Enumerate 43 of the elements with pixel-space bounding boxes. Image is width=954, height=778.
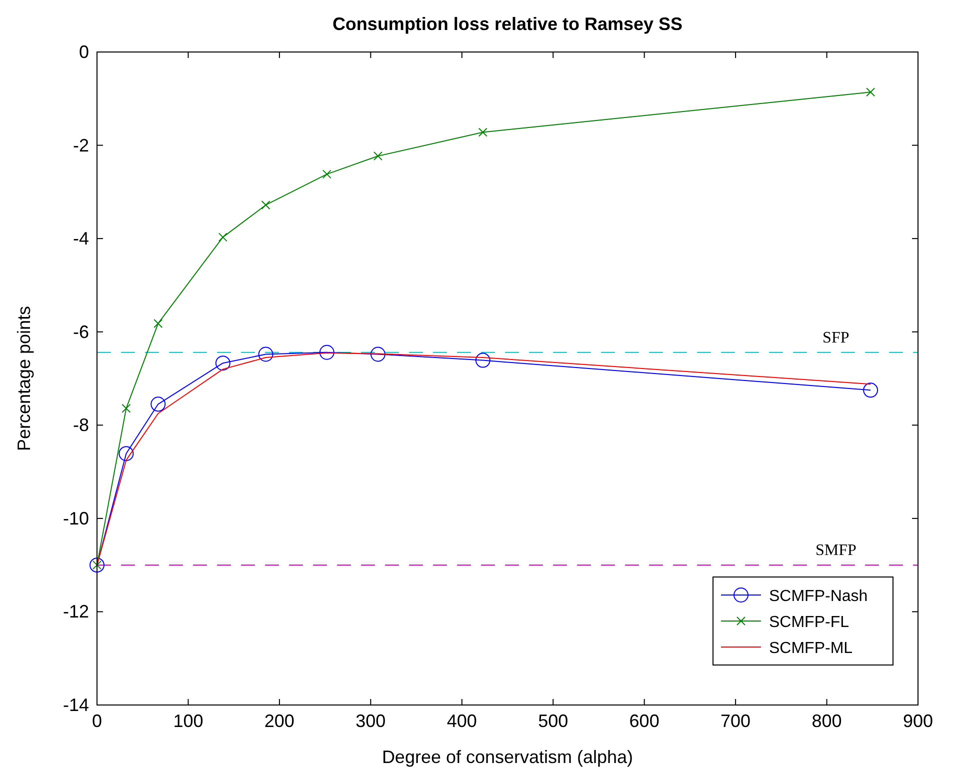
- y-tick-label: 0: [78, 42, 89, 62]
- point: [118, 446, 134, 462]
- x-tick-label: 900: [902, 711, 934, 731]
- point: [154, 318, 163, 328]
- y-tick-label: -6: [72, 322, 89, 342]
- x-tick-label: 600: [629, 711, 660, 731]
- point: [122, 404, 131, 413]
- y-tick-label: -12: [62, 602, 89, 622]
- point: [261, 200, 270, 210]
- x-tick-label: 800: [812, 711, 842, 731]
- point: [218, 232, 228, 242]
- x-tick-label: 300: [356, 711, 386, 731]
- x-tick-label: 0: [92, 711, 102, 731]
- legend-label: SCMFP-Nash: [769, 588, 868, 605]
- x-tick-label: 500: [538, 711, 568, 731]
- point: [475, 352, 490, 368]
- ref-line-label: SFP: [822, 329, 850, 346]
- point: [373, 152, 382, 161]
- point: [866, 88, 876, 97]
- y-tick-label: -10: [62, 508, 89, 528]
- x-tick-label: 400: [446, 711, 477, 731]
- legend-label: SCMFP-ML: [769, 640, 853, 657]
- ref-line-label: SMFP: [815, 542, 856, 560]
- chart-title: Consumption loss relative to Ramsey SS: [332, 14, 683, 34]
- y-tick-label: -8: [72, 415, 89, 436]
- x-tick-label: 200: [264, 711, 294, 731]
- point: [478, 128, 488, 137]
- point: [322, 170, 332, 179]
- point: [319, 344, 334, 360]
- point: [370, 346, 386, 362]
- x-tick-label: 100: [173, 711, 204, 731]
- legend-label: SCMFP-FL: [769, 614, 850, 631]
- y-axis-title: Percentage points: [14, 306, 34, 452]
- point: [863, 382, 878, 398]
- x-axis-title: Degree of conservatism (alpha): [382, 747, 634, 767]
- x-tick-label: 700: [720, 711, 751, 731]
- point: [215, 356, 230, 371]
- point: [150, 396, 166, 412]
- y-tick-label: -14: [62, 695, 89, 715]
- y-tick-label: -2: [72, 135, 89, 156]
- y-tick-label: -4: [72, 228, 89, 249]
- point: [90, 558, 104, 573]
- point: [258, 346, 274, 362]
